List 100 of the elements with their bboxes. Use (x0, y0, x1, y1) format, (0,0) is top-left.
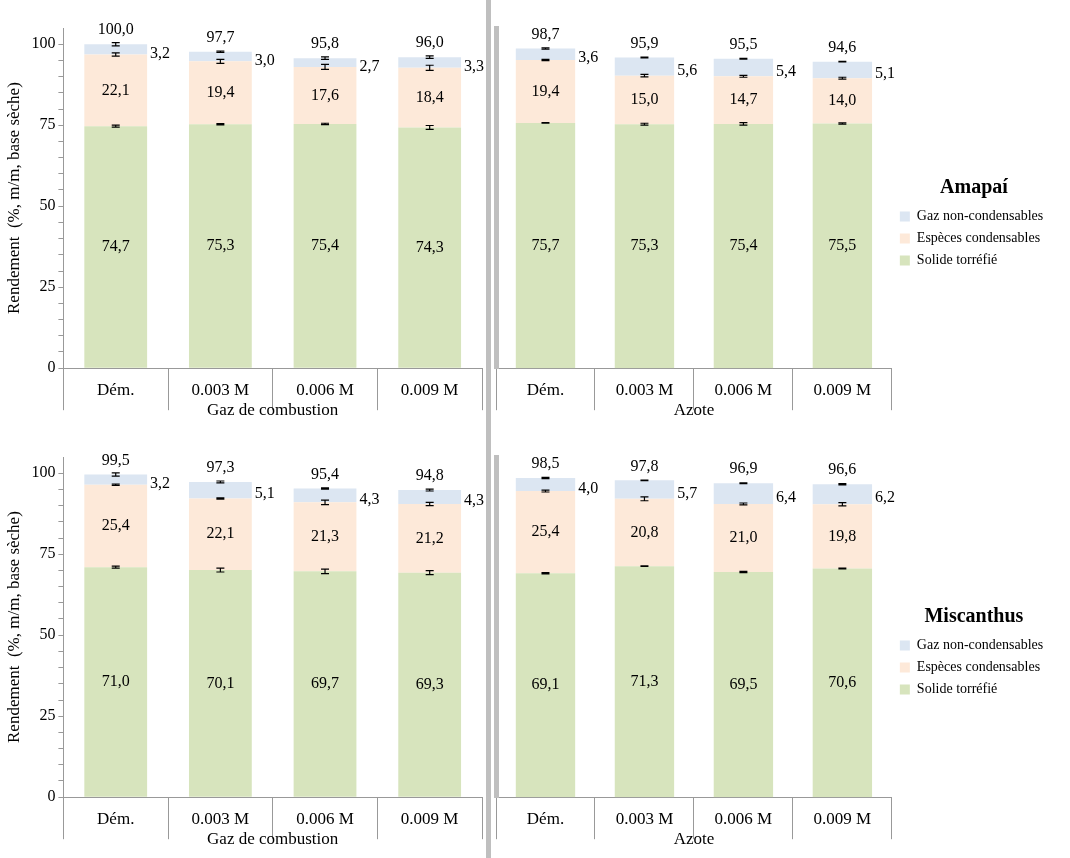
data-label: 75,4 (729, 236, 758, 254)
x-tick-label: 0.003 M (615, 808, 674, 828)
data-label: 69,3 (415, 674, 444, 692)
bar (293, 488, 357, 503)
x-tick-label: Dém. (526, 379, 565, 399)
y-axis-title: Rendement (%, m/m, base sèche) (3, 82, 23, 314)
data-label: 6,4 (776, 487, 797, 505)
legend-title: Amapaí (940, 174, 1009, 198)
data-label: 5,1 (254, 484, 275, 502)
data-label: 22,1 (101, 80, 130, 98)
x-tick-label: Dém. (526, 808, 565, 828)
data-label: 19,4 (206, 83, 235, 100)
data-label: 25,4 (101, 516, 130, 534)
bar (84, 54, 148, 127)
bar (713, 58, 774, 77)
bar (293, 66, 357, 124)
data-label: 6,2 (875, 488, 896, 506)
data-label: 21,2 (415, 528, 444, 546)
bar (614, 124, 675, 369)
total-label: 96,0 (415, 33, 444, 51)
bar (84, 474, 148, 485)
y-tick-label: 75 (39, 544, 56, 562)
legend-label: Gaz non-condensables (916, 637, 1047, 653)
y-tick-label: 100 (31, 463, 56, 481)
data-label: 3,6 (578, 48, 599, 66)
legend-label: Gaz non-condensables (916, 208, 1047, 224)
data-label: 4,3 (464, 491, 485, 509)
data-label: 21,3 (311, 527, 340, 545)
bar (812, 61, 873, 79)
data-label: 69,5 (729, 674, 758, 692)
bar (614, 566, 675, 798)
total-label: 94,6 (828, 37, 857, 55)
legend-label: Espèces condensables (916, 230, 1043, 246)
data-label: 75,7 (531, 235, 560, 253)
y-tick-label: 25 (39, 706, 56, 724)
bar (398, 57, 462, 68)
bar (614, 57, 675, 76)
data-label: 3,3 (464, 56, 485, 74)
bar (84, 126, 148, 368)
data-label: 21,0 (729, 528, 758, 546)
data-label: 74,7 (101, 237, 130, 255)
bar (398, 67, 462, 128)
x-tick-label: Dém. (97, 379, 135, 399)
bar (713, 572, 774, 798)
bar (515, 491, 576, 574)
legend-label: Solide torréfié (916, 252, 1001, 268)
data-label: 5,6 (677, 60, 698, 78)
y-tick-label: 50 (39, 625, 56, 643)
bar (293, 571, 357, 797)
total-label: 95,8 (311, 34, 340, 52)
legend-title: Miscanthus (924, 603, 1024, 626)
bar (84, 567, 148, 797)
bar (812, 484, 873, 505)
bar (188, 481, 252, 499)
total-label: 97,8 (630, 456, 659, 474)
total-label: 100,0 (97, 20, 134, 38)
data-label: 20,8 (630, 522, 659, 540)
total-label: 96,6 (828, 460, 857, 478)
total-label: 99,5 (101, 450, 130, 468)
bar (515, 573, 576, 798)
total-label: 96,9 (729, 459, 758, 477)
bar (812, 568, 873, 798)
bar (293, 58, 357, 67)
bar (293, 123, 357, 368)
x-tick-label: 0.009 M (400, 379, 459, 399)
x-axis-title: Gaz de combustion (207, 829, 339, 849)
x-tick-label: 0.009 M (813, 808, 872, 828)
data-label: 70,1 (206, 673, 235, 691)
data-label: 18,4 (415, 87, 444, 105)
y-tick-label: 50 (39, 196, 56, 214)
y-axis-title: Rendement (%, m/m, base sèche) (3, 511, 23, 743)
data-label: 5,4 (776, 61, 797, 79)
data-label: 75,3 (630, 236, 659, 254)
x-tick-label: Dém. (97, 808, 135, 828)
data-label: 71,0 (101, 672, 130, 690)
data-label: 3,2 (150, 43, 171, 61)
x-tick-label: 0.006 M (714, 379, 773, 399)
bar (398, 490, 462, 504)
data-label: 17,6 (311, 85, 340, 103)
bar (713, 123, 774, 369)
y-tick-label: 100 (31, 34, 56, 52)
x-tick-label: 0.009 M (813, 379, 872, 399)
total-label: 94,8 (415, 466, 444, 484)
data-label: 25,4 (531, 522, 560, 540)
bar (188, 570, 252, 797)
data-label: 5,7 (677, 483, 698, 501)
x-tick-label: 0.003 M (191, 379, 250, 399)
y-tick-label: 0 (47, 787, 56, 805)
bar (812, 78, 873, 124)
data-label: 69,1 (531, 675, 560, 693)
data-label: 75,4 (311, 236, 340, 254)
data-label: 19,4 (531, 81, 560, 99)
bar (515, 122, 576, 369)
total-label: 98,5 (531, 454, 560, 472)
bar (398, 503, 462, 573)
x-axis-title: Gaz de combustion (207, 400, 339, 420)
bar (515, 60, 576, 123)
total-label: 95,4 (311, 464, 340, 482)
y-tick-label: 75 (39, 115, 56, 133)
bar (84, 484, 148, 568)
